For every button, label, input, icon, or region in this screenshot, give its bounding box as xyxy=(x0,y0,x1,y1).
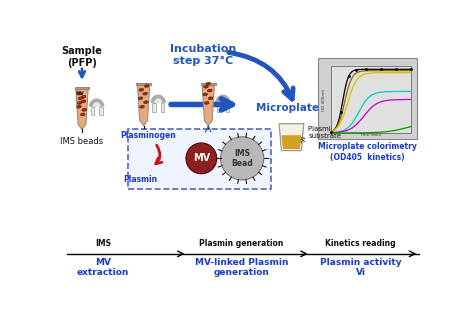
Bar xyxy=(319,58,417,139)
Text: MV: MV xyxy=(75,91,84,96)
Polygon shape xyxy=(137,85,150,126)
Bar xyxy=(331,66,411,133)
Text: Plasmin: Plasmin xyxy=(123,175,157,184)
Text: MV-linked Plasmin
generation: MV-linked Plasmin generation xyxy=(195,258,288,277)
Polygon shape xyxy=(202,85,214,126)
Text: Time (min): Time (min) xyxy=(359,133,382,137)
Ellipse shape xyxy=(81,113,85,116)
Circle shape xyxy=(186,143,217,174)
Ellipse shape xyxy=(143,92,147,95)
Text: IMS beads: IMS beads xyxy=(60,137,103,146)
Text: MV: MV xyxy=(193,153,210,163)
Text: Plasminogen: Plasminogen xyxy=(120,131,176,140)
Text: OD 405nm: OD 405nm xyxy=(322,88,326,110)
Text: Microplate colorimetry
(OD405  kinetics): Microplate colorimetry (OD405 kinetics) xyxy=(318,142,417,162)
Polygon shape xyxy=(226,103,229,111)
Text: Plasmin Chromogenic
substrate: Plasmin Chromogenic substrate xyxy=(309,126,384,139)
Polygon shape xyxy=(100,107,102,115)
Polygon shape xyxy=(137,83,151,85)
Ellipse shape xyxy=(77,101,82,104)
Ellipse shape xyxy=(206,82,210,85)
Text: Sample
(PFP): Sample (PFP) xyxy=(62,46,102,68)
Text: Incubation
step 37°C: Incubation step 37°C xyxy=(170,45,236,66)
Text: Kinetics reading: Kinetics reading xyxy=(326,240,396,248)
Polygon shape xyxy=(201,83,216,85)
Ellipse shape xyxy=(78,97,83,100)
Text: MV
extraction: MV extraction xyxy=(77,258,129,277)
Text: Microplate: Microplate xyxy=(256,103,319,113)
Ellipse shape xyxy=(81,95,86,98)
Ellipse shape xyxy=(204,101,209,104)
Text: IMS: IMS xyxy=(95,240,111,248)
Ellipse shape xyxy=(77,92,82,95)
Ellipse shape xyxy=(138,97,143,100)
Polygon shape xyxy=(91,107,94,115)
FancyBboxPatch shape xyxy=(128,129,271,189)
Ellipse shape xyxy=(140,105,145,108)
Ellipse shape xyxy=(144,101,148,104)
Ellipse shape xyxy=(208,89,212,92)
Polygon shape xyxy=(76,89,88,129)
Polygon shape xyxy=(282,135,301,149)
Ellipse shape xyxy=(139,88,144,91)
Polygon shape xyxy=(279,124,304,151)
Ellipse shape xyxy=(81,100,86,103)
Ellipse shape xyxy=(145,84,149,87)
Polygon shape xyxy=(217,103,220,111)
Ellipse shape xyxy=(208,97,213,100)
Ellipse shape xyxy=(82,109,87,111)
Ellipse shape xyxy=(203,93,208,96)
Circle shape xyxy=(220,137,264,180)
Text: Plasmin generation: Plasmin generation xyxy=(199,240,283,248)
Ellipse shape xyxy=(204,85,208,88)
Text: IMS
Bead: IMS Bead xyxy=(231,149,253,168)
Polygon shape xyxy=(152,103,155,111)
Text: Plasmin activity
Vi: Plasmin activity Vi xyxy=(320,258,401,277)
Polygon shape xyxy=(75,87,89,89)
Polygon shape xyxy=(161,103,164,111)
Ellipse shape xyxy=(77,105,81,108)
